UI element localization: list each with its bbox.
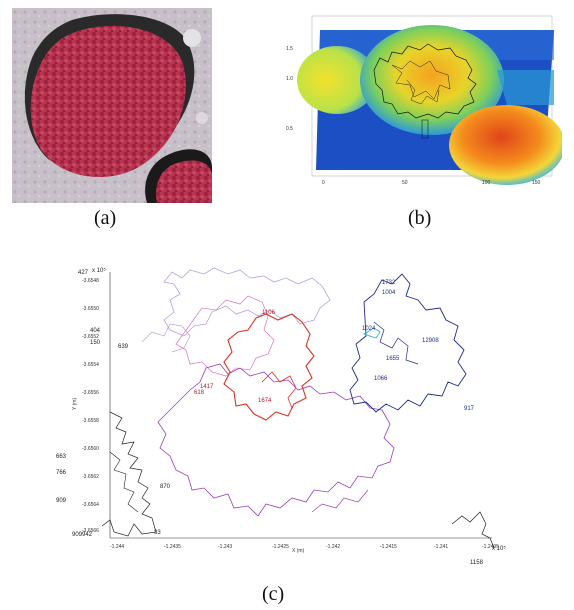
crown-boundary-lavender	[163, 267, 331, 337]
exponent-label-y: x 10⁵	[92, 267, 106, 274]
region-label: 1732	[382, 280, 396, 286]
svg-text:150: 150	[532, 180, 541, 186]
panel-b-3d-surface: 1.5 1.0 0.5 0 50 100 150	[282, 10, 565, 202]
margin-label: 427	[78, 270, 89, 276]
margin-label: 909	[56, 498, 67, 504]
region-label: 1655	[386, 356, 400, 362]
crown-boundary-navy	[349, 273, 467, 413]
x-tick: -1.2425	[272, 544, 289, 550]
region-label: 917	[464, 406, 475, 412]
margin-labels: 427 404 150 639 663 766 909 942 33 1158 …	[56, 270, 484, 566]
margin-label: 1158	[470, 560, 484, 566]
region-label: 12908	[422, 338, 439, 344]
y-tick: -3.6560	[82, 446, 99, 452]
caption-c: (c)	[262, 583, 285, 605]
margin-label: 663	[56, 454, 67, 460]
x-tick: -1.244	[110, 544, 124, 550]
y-tick: -3.6564	[82, 502, 99, 508]
y-tick: -3.6556	[82, 390, 99, 396]
y-tick: -3.6558	[82, 418, 99, 424]
y-tick: -3.6562	[82, 474, 99, 480]
boundary-plot-svg: x 10⁵ x 10⁵ -3.6548 -3.6550 -3.6552 -3.6…	[56, 267, 506, 566]
region-label: 1004	[382, 290, 396, 296]
panel-c-boundary-plot: x 10⁵ x 10⁵ -3.6548 -3.6550 -3.6552 -3.6…	[52, 262, 572, 574]
y-tick: -3.6548	[82, 278, 99, 284]
crown-boundary-pink	[175, 295, 275, 377]
margin-label: 870	[160, 484, 171, 490]
region-label: 1024	[362, 326, 376, 332]
region-label: 1066	[374, 376, 388, 382]
caption-a: (a)	[94, 207, 117, 229]
region-label: 1106	[262, 310, 276, 316]
region-label: 618	[194, 390, 205, 396]
x-tick: -1.242	[326, 544, 340, 550]
margin-label: 33	[154, 530, 161, 536]
caption-b: (b)	[408, 207, 432, 229]
svg-text:0.5: 0.5	[286, 126, 293, 132]
margin-label: 942	[82, 532, 93, 538]
crown-boundary-red	[223, 313, 315, 421]
x-tick: -1.243	[218, 544, 232, 550]
aerial-crown-image	[12, 8, 212, 203]
x-tick: -1.2435	[164, 544, 181, 550]
y-axis-label: Y (m)	[72, 398, 78, 410]
margin-label: 639	[118, 344, 129, 350]
margin-label: 766	[56, 470, 67, 476]
exponent-label-x: x 10⁵	[492, 545, 506, 552]
svg-text:50: 50	[402, 180, 408, 186]
y-tick: -3.6566	[82, 528, 99, 534]
svg-text:0: 0	[322, 180, 325, 186]
x-axis-label: X (m)	[292, 548, 305, 554]
surface-plot: 1.5 1.0 0.5 0 50 100 150	[282, 10, 565, 202]
svg-text:1.0: 1.0	[286, 76, 293, 82]
svg-text:1.5: 1.5	[286, 46, 293, 52]
margin-label: 150	[90, 340, 101, 346]
crown-boundary-purple	[157, 363, 395, 517]
y-tick: -3.6554	[82, 362, 99, 368]
y-tick-labels: -3.6548 -3.6550 -3.6552 -3.6554 -3.6556 …	[82, 278, 99, 534]
x-tick: -1.2405	[482, 544, 499, 550]
x-tick: -1.2415	[380, 544, 397, 550]
region-label: 1674	[258, 398, 272, 404]
crown-boundary-black-left	[101, 411, 157, 537]
margin-label: 909	[72, 532, 83, 538]
margin-label: 404	[90, 328, 101, 334]
y-tick: -3.6552	[82, 334, 99, 340]
region-label: 1417	[200, 384, 214, 390]
x-tick-labels: -1.244 -1.2435 -1.243 -1.2425 -1.242 -1.…	[110, 544, 499, 550]
y-tick: -3.6550	[82, 306, 99, 312]
x-tick: -1.241	[434, 544, 448, 550]
svg-text:100: 100	[482, 180, 491, 186]
crown-boundary-black-right	[451, 511, 495, 549]
panel-a-aerial-image	[12, 8, 212, 203]
